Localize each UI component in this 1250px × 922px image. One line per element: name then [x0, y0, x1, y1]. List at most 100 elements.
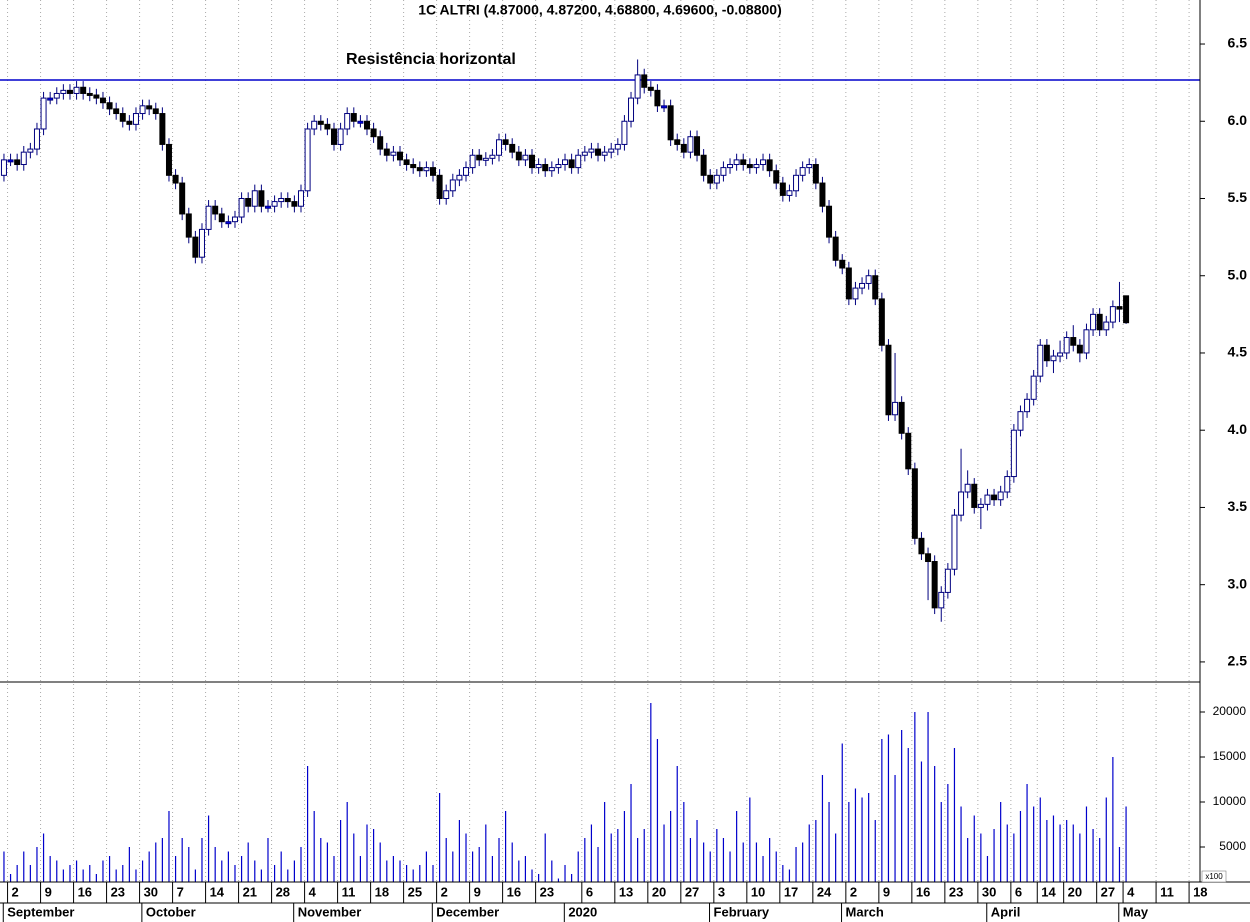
candle-body — [542, 164, 549, 172]
candle-body — [397, 151, 403, 161]
candle-body — [311, 120, 318, 130]
x-tick-label: 16 — [507, 884, 521, 899]
candle-body — [383, 148, 390, 156]
candle-body — [634, 74, 641, 99]
candle-body — [410, 164, 417, 169]
candle-body — [73, 86, 80, 94]
candle-body — [403, 159, 410, 166]
candle-body — [1076, 344, 1083, 354]
candle-body — [509, 143, 516, 153]
month-label: September — [7, 904, 74, 919]
candle-body — [766, 159, 773, 172]
candle-body — [753, 164, 760, 169]
candle-body — [595, 148, 602, 156]
candle-body — [482, 157, 489, 161]
candle-body — [99, 97, 106, 104]
candle-body — [416, 167, 423, 172]
candle-body — [423, 167, 430, 172]
candle-body — [1057, 352, 1064, 357]
candle-body — [733, 159, 740, 166]
candle-body — [146, 105, 153, 110]
candle-body — [7, 159, 14, 163]
candle-body — [1004, 476, 1011, 493]
candle-body — [218, 213, 225, 223]
candle-body — [456, 174, 463, 181]
candle-body — [1123, 295, 1130, 324]
x-tick-label: 20 — [652, 884, 666, 899]
candle-body — [330, 128, 337, 145]
candle-body — [687, 136, 694, 153]
candle-body — [469, 154, 476, 169]
candle-body — [911, 468, 918, 539]
candle-body — [727, 164, 734, 169]
candle-body — [284, 197, 291, 203]
candle-body — [991, 494, 998, 501]
x-tick-label: 4 — [1127, 884, 1135, 899]
candle-body — [192, 236, 199, 258]
candle-body — [898, 401, 905, 434]
y-tick-label: 5.5 — [1228, 189, 1248, 205]
candle-body — [258, 190, 265, 207]
candle-body — [515, 151, 522, 161]
candle-body — [251, 190, 258, 207]
candle-body — [185, 213, 192, 238]
x-tick-label: 7 — [177, 884, 184, 899]
candle-body — [502, 139, 509, 145]
x-tick-label: 28 — [276, 884, 290, 899]
x-tick-label: 10 — [751, 884, 765, 899]
candle-body — [661, 105, 668, 109]
candle-body — [700, 154, 707, 176]
candle-body — [674, 139, 681, 145]
candle-body — [436, 174, 443, 199]
x-tick-label: 30 — [144, 884, 158, 899]
candle-body — [264, 205, 271, 209]
candle-body — [641, 74, 648, 88]
candle-body — [522, 154, 529, 161]
candle-body — [370, 128, 377, 138]
candle-body — [66, 89, 73, 94]
grid — [2, 0, 1205, 922]
candle-body — [654, 89, 661, 107]
candle-body — [1043, 344, 1050, 362]
x-tick-label: 18 — [1193, 884, 1207, 899]
x-tick-label: 9 — [883, 884, 890, 899]
x-tick-label: 3 — [718, 884, 725, 899]
x-tick-label: 17 — [784, 884, 798, 899]
candle-body — [33, 128, 40, 150]
candle-body — [179, 182, 186, 215]
candle-body — [707, 174, 714, 184]
candle-body — [297, 190, 304, 207]
candle-body — [443, 190, 450, 199]
candle-body — [245, 197, 252, 207]
candle-body — [1109, 306, 1116, 323]
candle-body — [740, 159, 747, 166]
candle-body — [931, 561, 938, 609]
month-label: 2020 — [568, 904, 597, 919]
x-tick-label: 23 — [111, 884, 125, 899]
candle-body — [159, 113, 166, 145]
candle-body — [231, 216, 238, 223]
candle-body — [317, 120, 324, 125]
x-tick-label: 30 — [982, 884, 996, 899]
annotation: Resistência horizontal — [346, 51, 516, 68]
x-tick-label: 24 — [817, 884, 832, 899]
y-tick-label: 5.0 — [1228, 266, 1248, 282]
candle-body — [760, 159, 767, 166]
x-tick-label: 27 — [685, 884, 699, 899]
candle-body — [1096, 313, 1103, 331]
candle-body — [680, 143, 687, 153]
x-tick-label: 2 — [441, 884, 448, 899]
volume-tick-label: 15000 — [1213, 749, 1247, 763]
month-label: February — [714, 904, 770, 919]
x-tick-label: 18 — [375, 884, 389, 899]
candle-body — [1050, 355, 1057, 362]
x-tick-label: 14 — [1041, 884, 1056, 899]
x-tick-label: 11 — [342, 884, 356, 899]
candle-body — [0, 159, 7, 176]
volume-tick-label: 20000 — [1213, 704, 1247, 718]
candle-body — [363, 120, 370, 130]
candle-body — [1083, 329, 1090, 354]
candle-body — [1116, 306, 1123, 310]
candle-body — [667, 105, 674, 141]
candle-body — [905, 432, 912, 470]
